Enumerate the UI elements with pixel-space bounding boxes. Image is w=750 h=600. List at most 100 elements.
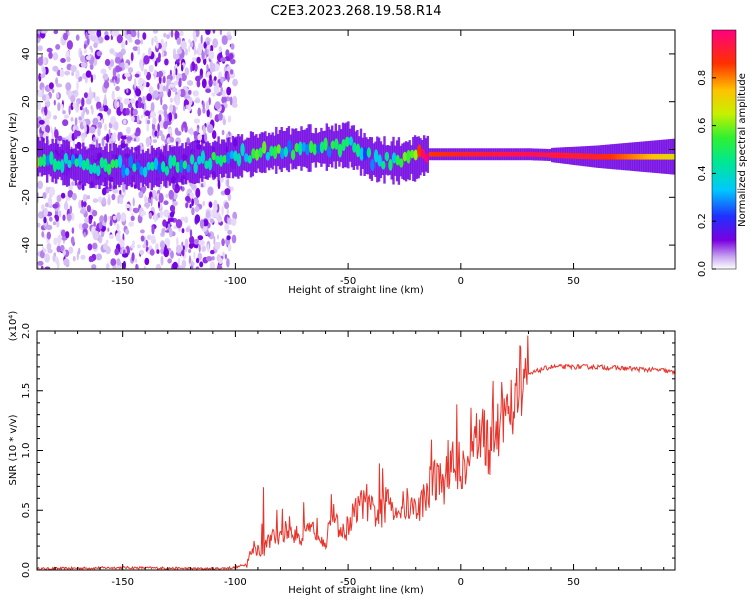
spectrogram-speckle-dot [181,259,187,269]
spectrogram-speckle-dot [231,234,237,244]
spectrogram-speckle-dot [70,65,77,73]
spectrogram-speckle-dot [220,76,224,84]
spectrogram-speckle-dot [162,75,166,84]
spectrogram-ridge-cell [395,154,400,166]
top-y-tick-label: -20 [21,189,32,205]
spectrogram-ridge-cell [193,161,198,174]
spectrogram-ridge-cell [211,151,216,161]
spectrogram-speckle-dot [45,202,50,208]
spectrogram-speckle-dot [58,210,62,218]
spectrogram-speckle-dot [210,249,215,255]
spectrogram-speckle-dot [80,51,83,56]
spectrogram-ridge-cell [409,149,415,159]
spectrogram-speckle-dot [50,126,53,134]
spectrogram-speckle-dot [212,80,217,87]
spectrogram-speckle-dot [214,63,220,72]
spectrogram-speckle-dot [201,78,207,89]
spectrogram-ridge-cell [294,142,299,153]
spectrogram-speckle-dot [143,55,150,65]
spectrogram-speckle-dot [139,249,145,255]
spectrogram-speckle-dot [180,185,183,190]
spectrogram-speckle-dot [134,258,138,263]
spectrogram-speckle-dot [110,59,114,67]
spectrogram-halo-cell [291,128,294,170]
spectrogram-speckle-dot [103,213,108,223]
spectrogram-speckle-dot [137,96,142,103]
spectrogram-speckle-dot [190,183,197,190]
spectrogram-speckle-dot [86,124,90,135]
spectrogram-speckle-dot [204,132,208,143]
spectrogram-speckle-dot [173,183,181,194]
spectrogram-ridge-cell [179,159,184,173]
spectrogram-speckle-dot [37,37,41,44]
spectrogram-speckle-dot [191,261,195,266]
spectrogram-speckle-dot [232,78,239,87]
spectrogram-speckle-dot [42,86,44,96]
spectrogram-speckle-dot [114,56,121,64]
spectrogram-speckle-dot [44,266,51,269]
spectrogram-ridge-cell [290,149,296,161]
spectrogram-speckle-dot [102,73,109,81]
spectrogram-speckle-dot [158,130,163,137]
spectrogram-speckle-dot [71,227,75,234]
spectrogram-speckle-dot [210,63,216,73]
spectrogram-speckle-dot [154,69,157,78]
spectrogram-speckle-dot [66,56,71,63]
spectrogram-speckle-dot [69,205,73,214]
spectrogram-speckle-dot [156,249,160,254]
spectrogram-speckle-dot [181,123,184,132]
spectrogram-speckle-dot [208,201,213,208]
spectrogram-speckle-dot [71,71,74,76]
spectrogram-speckle-dot [121,41,125,49]
spectrogram-ridge-cell [121,164,126,179]
spectrogram-speckle-dot [144,257,150,266]
spectrogram-halo-cell [372,143,375,175]
spectrogram-speckle-dot [193,35,197,43]
spectrogram-ridge-cell [128,155,133,169]
spectrogram-speckle-dot [160,255,164,266]
spectrogram-speckle-dot [92,242,98,250]
spectrogram-speckle-dot [59,68,65,78]
spectrogram-speckle-dot [196,56,201,64]
spectrogram-speckle-dot [88,214,93,221]
spectrogram-ridge-cell [240,143,245,157]
spectrogram-ridge-cell [153,157,159,170]
spectrogram-speckle-dot [221,129,225,136]
spectrogram-speckle-dot [151,225,155,235]
spectrogram-speckle-dot [221,35,228,45]
spectrogram-speckle-dot [194,98,201,104]
spectrogram-speckle-dot [226,86,232,96]
spectrogram-speckle-dot [109,220,113,227]
spectrogram-speckle-dot [43,216,47,224]
spectrogram-ridge-cell [56,160,61,171]
spectrogram-speckle-dot [122,252,129,258]
spectrogram-speckle-dot [82,120,86,127]
spectrogram-speckle-dot [67,31,70,37]
spectrogram-speckle-dot [37,222,41,228]
spectrogram-speckle-dot [158,70,163,78]
spectrogram-speckle-dot [108,234,114,239]
spectrogram-speckle-dot [144,195,148,205]
spectrogram-speckle-dot [222,89,226,98]
spectrogram-speckle-dot [67,190,74,198]
spectrogram-speckle-dot [218,112,223,121]
bottom-x-tick-label: -150 [111,577,134,588]
spectrogram-speckle-dot [126,88,129,94]
spectrogram-speckle-dot [179,30,184,37]
spectrogram-speckle-dot [111,90,115,101]
spectrogram-speckle-dot [104,31,109,36]
spectrogram-ridge-cell [330,140,335,150]
spectrogram-halo-cell [242,140,245,171]
spectrogram-speckle-dot [107,197,111,206]
spectrogram-speckle-dot [209,74,212,81]
spectrogram-speckle-dot [143,265,146,269]
spectrogram-speckle-dot [227,193,232,201]
spectrogram-speckle-dot [112,75,118,83]
spectrogram-speckle-dot [188,89,192,95]
spectrogram-speckle-dot [96,30,102,39]
spectrogram-speckle-dot [193,45,196,56]
spectrogram-speckle-dot [205,256,213,262]
spectrogram-speckle-dot [181,64,184,72]
spectrogram-ridge-cell [413,149,418,161]
spectrogram-speckle-dot [78,247,81,255]
